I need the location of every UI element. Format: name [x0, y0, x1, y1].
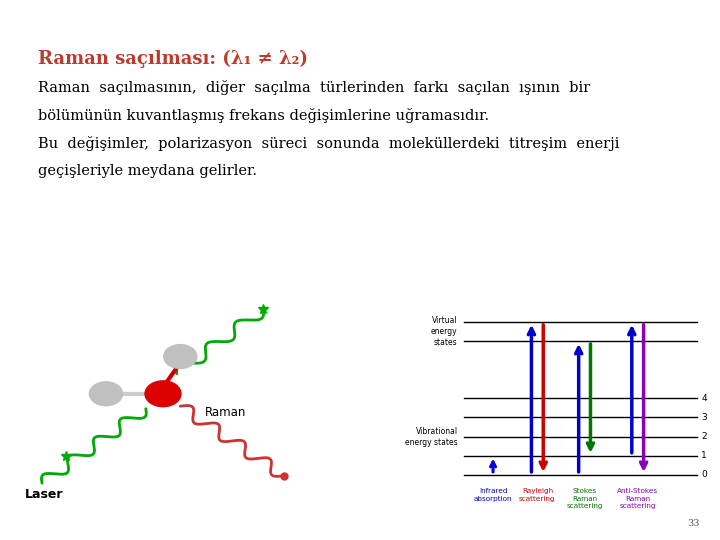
Text: 3: 3: [701, 413, 707, 422]
Circle shape: [89, 382, 122, 406]
Text: Stokes
Raman
scattering: Stokes Raman scattering: [567, 488, 603, 509]
Circle shape: [145, 381, 181, 407]
Text: 33: 33: [688, 519, 700, 528]
Text: Anti-Stokes
Raman
scattering: Anti-Stokes Raman scattering: [617, 488, 658, 509]
Text: Raman saçılması: (λ₁ ≠ λ₂): Raman saçılması: (λ₁ ≠ λ₂): [38, 50, 308, 68]
Text: Raman  saçılmasının,  diğer  saçılma  türlerinden  farkı  saçılan  ışının  bir: Raman saçılmasının, diğer saçılma türler…: [38, 80, 590, 95]
Text: geçişleriyle meydana gelirler.: geçişleriyle meydana gelirler.: [38, 164, 257, 178]
Text: 1: 1: [701, 451, 707, 460]
Text: Rayleigh
scattering: Rayleigh scattering: [519, 488, 556, 502]
Text: 0: 0: [701, 470, 707, 480]
Text: Laser: Laser: [24, 488, 63, 501]
Text: Bu  değişimler,  polarizasyon  süreci  sonunda  moleküllerdeki  titreşim  enerji: Bu değişimler, polarizasyon süreci sonun…: [38, 136, 619, 151]
Text: Raman: Raman: [204, 406, 246, 419]
Text: Virtual
energy
states: Virtual energy states: [431, 316, 458, 347]
Text: Vibrational
energy states: Vibrational energy states: [405, 427, 458, 447]
Text: 2: 2: [701, 432, 707, 441]
Text: bölümünün kuvantlaşmış frekans değişimlerine uğramasıdır.: bölümünün kuvantlaşmış frekans değişimle…: [38, 108, 489, 123]
Text: 4: 4: [701, 394, 707, 403]
Circle shape: [163, 345, 197, 368]
Text: Infrared
absorption: Infrared absorption: [474, 488, 513, 502]
